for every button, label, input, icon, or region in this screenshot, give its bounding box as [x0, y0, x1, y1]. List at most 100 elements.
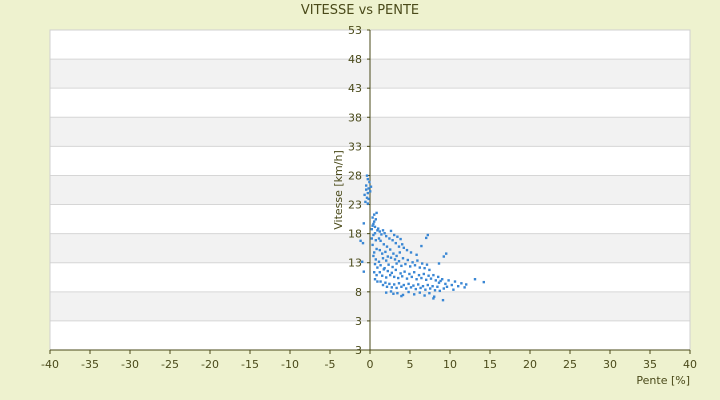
data-point	[423, 266, 426, 270]
data-point	[426, 283, 429, 287]
data-point	[405, 287, 408, 290]
data-point	[362, 222, 365, 225]
data-point	[392, 292, 395, 295]
data-point	[426, 233, 429, 237]
data-point	[372, 222, 375, 226]
data-point	[425, 236, 428, 240]
data-point	[373, 251, 376, 254]
data-point	[444, 282, 447, 286]
data-point	[391, 239, 394, 242]
data-point	[433, 295, 436, 298]
data-point	[396, 291, 399, 295]
data-point	[377, 237, 381, 240]
data-point	[387, 263, 390, 266]
data-point	[395, 262, 398, 265]
y-tick-label: 13	[348, 257, 362, 270]
data-point	[376, 229, 379, 232]
data-point	[381, 252, 384, 255]
data-point	[369, 190, 372, 193]
data-point	[365, 174, 369, 177]
x-tick-label: 15	[483, 358, 497, 371]
x-tick-label: -25	[161, 358, 179, 371]
data-point	[465, 283, 468, 286]
data-point	[429, 287, 432, 290]
data-point	[373, 271, 376, 274]
data-point	[420, 244, 423, 248]
data-point	[453, 280, 457, 283]
data-point	[386, 269, 389, 273]
data-point	[384, 281, 387, 284]
data-point	[402, 283, 405, 287]
data-point	[361, 241, 365, 245]
data-point	[378, 230, 381, 233]
data-point	[405, 248, 409, 252]
data-point	[386, 255, 389, 258]
data-point	[417, 273, 421, 277]
data-point	[364, 200, 367, 204]
data-point	[390, 286, 393, 289]
x-tick-label: 35	[643, 358, 657, 371]
data-point	[385, 276, 388, 279]
data-point	[413, 271, 416, 274]
data-point	[409, 251, 413, 254]
data-point	[424, 288, 427, 291]
data-point	[373, 225, 377, 229]
data-point	[421, 285, 425, 288]
data-point	[388, 282, 391, 286]
data-point	[395, 254, 398, 258]
data-point	[418, 266, 421, 269]
data-point	[389, 229, 393, 233]
data-point	[422, 272, 425, 276]
data-point	[385, 285, 389, 288]
x-tick-label: -20	[201, 358, 219, 371]
data-point	[408, 272, 411, 276]
data-point	[409, 265, 412, 268]
x-axis-label: Pente [%]	[636, 374, 690, 387]
data-point	[416, 259, 419, 262]
data-point	[438, 289, 441, 293]
y-tick-label: 53	[348, 24, 362, 37]
data-point	[421, 262, 424, 265]
data-point	[412, 284, 415, 287]
x-tick-label: 5	[407, 358, 414, 371]
data-point	[371, 224, 374, 227]
y-tick-label: 23	[348, 199, 362, 212]
data-point	[432, 297, 435, 300]
data-point	[432, 273, 435, 277]
data-point	[437, 281, 441, 284]
data-point	[381, 274, 384, 277]
data-point	[452, 288, 455, 291]
data-point	[377, 260, 381, 263]
data-point	[434, 279, 437, 282]
data-point	[379, 239, 382, 243]
data-point	[382, 268, 385, 271]
data-point	[363, 193, 366, 197]
y-tick-label: 8	[355, 286, 362, 299]
data-point	[447, 279, 450, 282]
x-tick-label: -15	[241, 358, 259, 371]
data-point	[373, 232, 377, 235]
y-tick-label: 28	[348, 169, 362, 182]
y-tick-label: 18	[348, 228, 362, 241]
data-point	[425, 263, 429, 266]
chart-title: VITESSE vs PENTE	[301, 3, 419, 18]
data-point	[407, 282, 410, 286]
x-tick-label: 40	[683, 358, 697, 371]
data-point	[460, 282, 463, 285]
x-tick-label: 0	[367, 358, 374, 371]
data-point	[417, 283, 420, 286]
data-point	[381, 257, 385, 260]
data-point	[425, 278, 428, 281]
data-point	[400, 264, 403, 268]
data-point	[389, 273, 392, 277]
data-point	[415, 278, 418, 281]
y-tick-label: 43	[348, 82, 362, 95]
data-point	[381, 283, 385, 287]
data-point	[388, 237, 391, 240]
data-point	[402, 246, 405, 249]
data-point	[374, 258, 377, 261]
data-point	[450, 283, 453, 287]
data-point	[361, 260, 364, 263]
